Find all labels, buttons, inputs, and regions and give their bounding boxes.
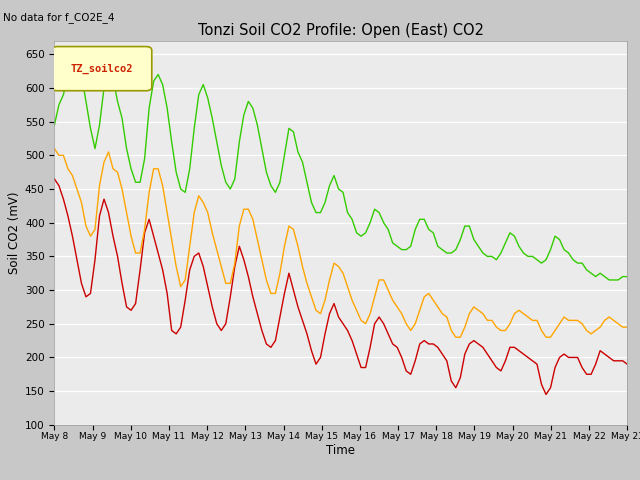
Title: Tonzi Soil CO2 Profile: Open (East) CO2: Tonzi Soil CO2 Profile: Open (East) CO2 bbox=[198, 23, 484, 38]
X-axis label: Time: Time bbox=[326, 444, 355, 457]
Text: TZ_soilco2: TZ_soilco2 bbox=[70, 64, 132, 74]
Legend: -2cm, -4cm, -8cm: -2cm, -4cm, -8cm bbox=[221, 477, 461, 480]
FancyBboxPatch shape bbox=[52, 47, 152, 91]
Y-axis label: Soil CO2 (mV): Soil CO2 (mV) bbox=[8, 192, 20, 274]
Text: No data for f_CO2E_4: No data for f_CO2E_4 bbox=[3, 12, 115, 23]
